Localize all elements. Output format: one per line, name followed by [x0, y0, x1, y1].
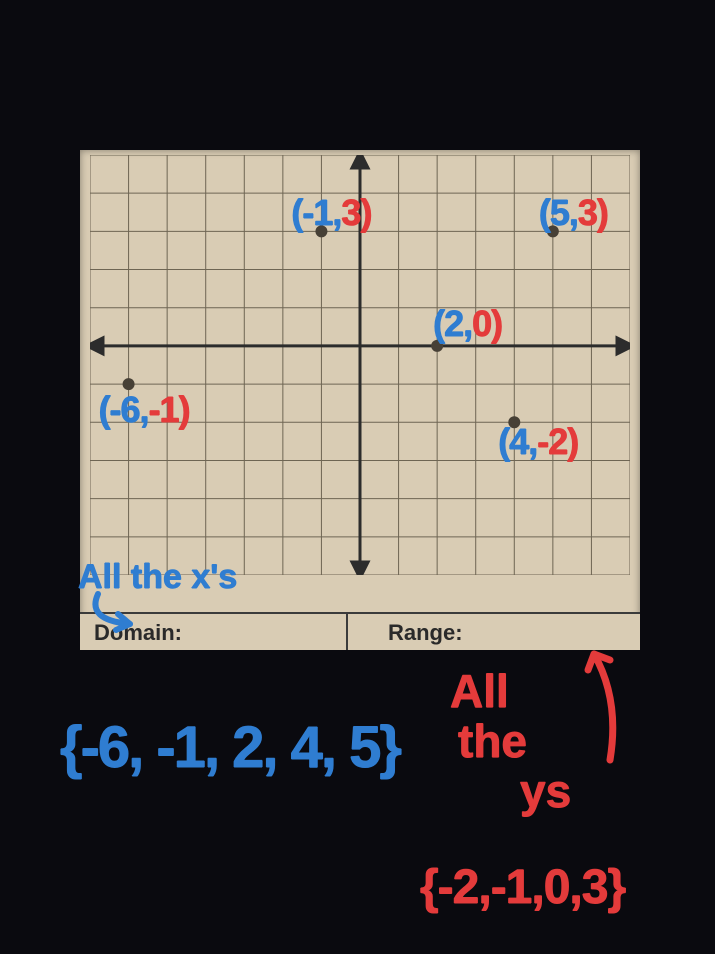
range-set: {-2,-1,0,3}: [420, 860, 625, 915]
range-label: Range:: [388, 620, 463, 645]
point-label-y: -1): [149, 389, 190, 430]
point-label-y: -2): [537, 421, 578, 462]
point-label-y: 0): [472, 303, 502, 344]
point-label-x: (-6,: [99, 389, 149, 430]
note-all-y-line1: All: [450, 670, 509, 714]
point-label: (-6,-1): [99, 392, 190, 428]
note-all-y-line2: the: [458, 720, 527, 764]
point-label: (2,0): [433, 306, 502, 342]
point-label-x: (-1,: [291, 192, 341, 233]
domain-set: {-6, -1, 2, 4, 5}: [60, 720, 400, 775]
point-label-y: 3): [341, 192, 371, 233]
point-label-x: (4,: [498, 421, 537, 462]
point-label: (4,-2): [498, 424, 578, 460]
point-label-x: (2,: [433, 303, 472, 344]
note-all-y-line3: ys: [520, 770, 571, 814]
arrow-all-y-icon: [560, 640, 640, 770]
point-label: (5,3): [539, 195, 608, 231]
point-label: (-1,3): [291, 195, 371, 231]
page-root: Domain: Range: (-1,3)(5,3)(2,0)(-6,-1)(4…: [0, 0, 715, 954]
point-label-y: 3): [578, 192, 608, 233]
arrow-all-x-icon: [86, 590, 176, 636]
point-label-x: (5,: [539, 192, 578, 233]
